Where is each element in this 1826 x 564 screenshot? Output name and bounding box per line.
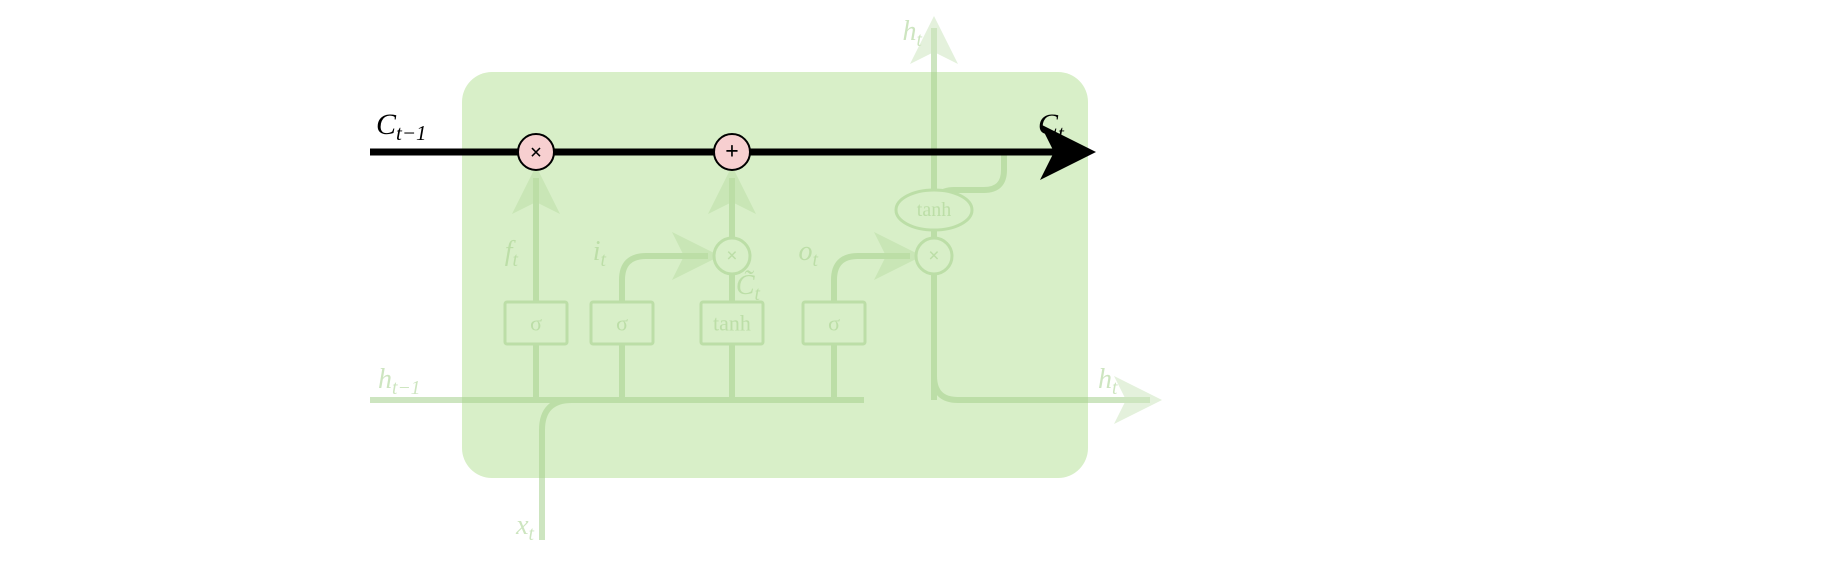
svg-text:σ: σ: [616, 311, 628, 336]
svg-text:×: ×: [726, 245, 737, 267]
output-gate-box: σ: [803, 302, 865, 344]
out-mult-node: ×: [916, 238, 952, 274]
cell-add-node: +: [714, 134, 750, 170]
svg-text:+: +: [725, 139, 739, 165]
svg-text:tanh: tanh: [917, 199, 951, 221]
forget-gate-box: σ: [505, 302, 567, 344]
input-gate-box: σ: [591, 302, 653, 344]
h-prev-label: ht−1: [378, 364, 420, 399]
lstm-diagram: σ σ tanh σ × × tanh ht−1 ht ht xt ft it …: [0, 0, 1826, 564]
lstm-cell-box: [462, 72, 1088, 478]
forget-mult-node: ×: [518, 134, 554, 170]
C-prev-label: Ct−1: [376, 108, 427, 145]
svg-text:×: ×: [530, 140, 543, 165]
h-next-label: ht: [1098, 364, 1118, 399]
tanh-ellipse-node: tanh: [896, 190, 972, 230]
svg-text:×: ×: [928, 245, 939, 267]
cand-mult-node: ×: [714, 238, 750, 274]
candidate-gate-box: tanh: [701, 302, 763, 344]
x-in-label: xt: [515, 510, 534, 545]
svg-text:tanh: tanh: [713, 311, 751, 336]
svg-text:σ: σ: [828, 311, 840, 336]
h-up-label: ht: [903, 16, 923, 51]
svg-text:σ: σ: [530, 311, 542, 336]
